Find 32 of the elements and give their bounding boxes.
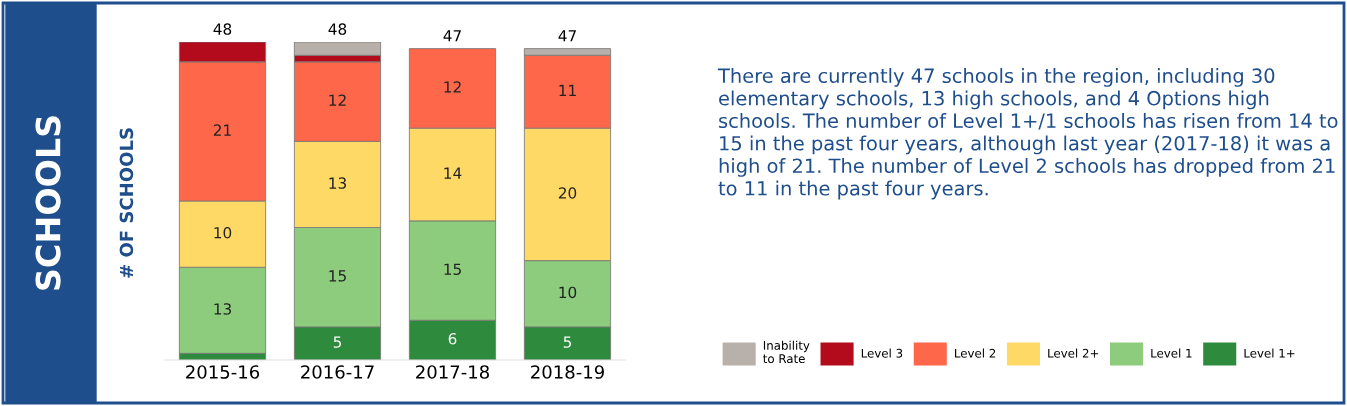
data-label: 13 [329, 177, 346, 189]
data-label: 15 [329, 270, 346, 282]
x-tick-label: 2018-19 [531, 365, 604, 379]
x-tick-label: 2016-17 [301, 365, 374, 379]
data-label: 13 [214, 303, 231, 315]
data-label: 21 [213, 124, 231, 136]
data-label: 5 [333, 336, 342, 348]
data-label: 14 [444, 167, 462, 179]
data-label: 5 [563, 336, 572, 348]
legend-label: Level 2 [955, 348, 996, 358]
y-axis-title: # OF SCHOOLS [119, 128, 134, 278]
legend-label: Level 1 [1151, 348, 1192, 358]
text: There are currently 47 schools in the region, including 30 elementary schools, 13 high schools, and 4 Options high schools. The number of Level 1+/1 schools has risen from 14 to 15 in the past four years, although last year (2017-18) it was a high of 21. The number of Level 2 schools has dropped from 21 to 11 in the past four years. [717, 68, 1338, 200]
data-label: 10 [559, 286, 577, 299]
legend-label: Level 2+ [1048, 348, 1099, 358]
legend-label: Level 3 [861, 348, 903, 358]
data-label: 10 [214, 227, 232, 239]
total-label: 47 [558, 30, 576, 42]
data-label: 20 [558, 187, 577, 199]
data-label: 12 [329, 94, 346, 106]
text: SCHOOLS [35, 116, 61, 290]
data-label: 12 [444, 81, 461, 93]
data-label: 6 [448, 333, 457, 345]
legend-label: Level 1+ [1244, 348, 1295, 358]
data-label: 11 [559, 84, 576, 96]
total-label: 48 [328, 23, 347, 35]
legend-label: Inability to Rate [763, 340, 810, 364]
x-tick-label: 2015-16 [186, 365, 260, 379]
total-label: 48 [213, 23, 232, 35]
x-tick-label: 2017-18 [416, 365, 489, 379]
data-label: 15 [444, 263, 461, 275]
total-label: 47 [443, 30, 461, 42]
